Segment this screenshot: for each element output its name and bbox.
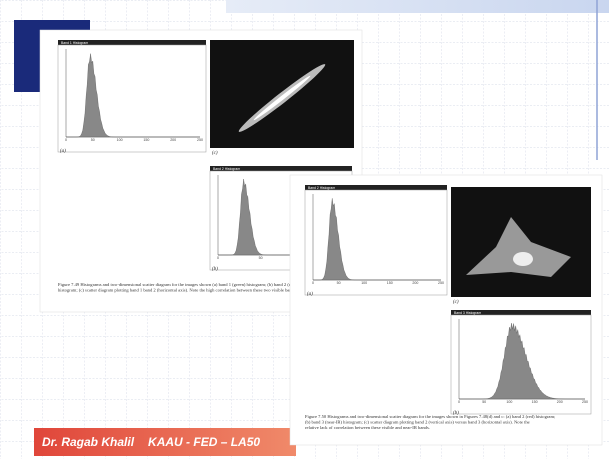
tick-label: 250 [197, 138, 203, 142]
panel-label: (c) [212, 151, 218, 156]
footer-text: Dr. Ragab Khalil KAAU - FED – LA50 [42, 435, 260, 449]
tick-label: 150 [532, 400, 538, 404]
tick-label: 0 [65, 138, 67, 142]
panel-label: (a) [60, 149, 66, 154]
tick-label: 200 [557, 400, 563, 404]
caption-line: relative lack of correlation between the… [305, 425, 430, 430]
tick-label: 250 [582, 400, 588, 404]
footer-author: Dr. Ragab Khalil [42, 435, 135, 449]
tick-label: 0 [312, 281, 314, 285]
caption-line: Figure 7.50 Histograms and two-dimension… [305, 414, 555, 419]
panel-label: (a) [307, 292, 313, 297]
caption-line: (b) band 3 (near-IR) histogram; (c) scat… [305, 420, 530, 425]
tick-label: 250 [438, 281, 444, 285]
slide: Dr. Ragab Khalil KAAU - FED – LA50 Band 1… [0, 0, 609, 459]
tick-label: 50 [337, 281, 341, 285]
panel-title: Band 2 Histogram [308, 186, 335, 190]
tick-label: 200 [412, 281, 418, 285]
slide-canvas: Dr. Ragab Khalil KAAU - FED – LA50 Band 1… [0, 0, 609, 459]
caption-line: Figure 7.49 Histograms and two-dimension… [58, 282, 297, 287]
tick-label: 50 [482, 400, 486, 404]
panel-title: Band 2 Histogram [213, 167, 240, 171]
tick-label: 200 [170, 138, 176, 142]
panel-label: (c) [453, 300, 459, 305]
tick-label: 100 [361, 281, 367, 285]
tick-label: 0 [458, 400, 460, 404]
top-band [226, 0, 609, 13]
tick-label: 150 [143, 138, 149, 142]
tick-label: 100 [117, 138, 123, 142]
tick-label: 50 [91, 138, 95, 142]
caption-line: histogram; (c) scatter diagram plotting … [58, 288, 297, 293]
footer-affiliation: KAAU - FED – LA50 [148, 435, 260, 449]
figure: Band 2 Histogram 0 50 100 150 200 250 (a) (c) Ban… [290, 175, 602, 445]
tick-label: 0 [217, 256, 219, 260]
panel-title: Band 3 Histogram [454, 311, 481, 315]
panel-label: (b) [212, 267, 218, 272]
tick-label: 150 [387, 281, 393, 285]
scatter-core [513, 252, 533, 266]
tick-label: 50 [259, 256, 263, 260]
tick-label: 100 [506, 400, 512, 404]
panel-title: Band 1 Histogram [61, 41, 88, 45]
figure-caption: Figure 7.49 Histograms and two-dimension… [58, 282, 297, 293]
